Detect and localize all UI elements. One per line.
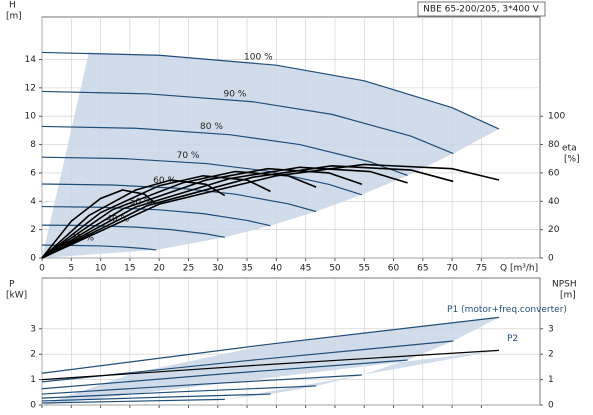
x-tick-label: 35 — [241, 264, 252, 274]
y-label: P — [9, 280, 15, 290]
x-tick-label: 0 — [39, 264, 45, 274]
curve-label: P2 — [507, 334, 518, 344]
curve — [41, 359, 408, 390]
curve — [41, 90, 454, 155]
curve — [41, 156, 363, 196]
y2-label: NPSH — [552, 280, 577, 290]
efficiency-curve — [41, 189, 157, 259]
y-tick-label: 14 — [25, 55, 37, 65]
x-tick-label: 60 — [388, 264, 400, 274]
x-tick-label: 70 — [446, 264, 458, 274]
y-tick-label: 8 — [30, 140, 36, 150]
x-tick-label: 40 — [271, 264, 283, 274]
curve-label: 80 % — [200, 122, 223, 132]
y2-tick-label: 100 — [548, 112, 565, 122]
efficiency-curve — [41, 167, 363, 259]
y-tick-label: 2 — [30, 350, 36, 360]
x-tick-label: 15 — [124, 264, 135, 274]
y2-tick-label: 2 — [548, 350, 554, 360]
x-tick-label: 25 — [183, 264, 194, 274]
y2-tick-label: 40 — [548, 197, 560, 207]
efficiency-curve — [41, 170, 317, 259]
y-tick-label: 3 — [30, 324, 36, 334]
y-unit: [kW] — [6, 291, 27, 301]
efficiency-curve — [41, 163, 500, 259]
y-tick-label: 2 — [30, 225, 36, 235]
curve — [41, 125, 408, 177]
y-tick-label: 4 — [30, 197, 36, 207]
x-tick-label: 10 — [95, 264, 107, 274]
curve-label: P1 (motor+freq.converter) — [447, 305, 567, 315]
x-tick-label: 75 — [476, 264, 487, 274]
curve — [41, 398, 225, 404]
x-tick-label: 50 — [329, 264, 341, 274]
curve — [41, 385, 317, 399]
y-tick-label: 0 — [30, 254, 36, 264]
curve-label: 100 % — [244, 53, 273, 63]
y-label: H — [9, 1, 16, 11]
y2-tick-label: 80 — [548, 140, 560, 150]
y2-tick-label: 0 — [548, 254, 554, 264]
x-tick-label: 5 — [68, 264, 74, 274]
y2-unit: [m] — [560, 291, 576, 301]
x-tick-label: 20 — [153, 264, 165, 274]
curve — [41, 51, 500, 130]
efficiency-curve — [41, 165, 454, 259]
x-label: Q [m³/h] — [500, 264, 538, 274]
y2-unit: [%] — [564, 155, 580, 165]
curve-label: 70 % — [177, 151, 200, 161]
y2-tick-label: 0 — [548, 401, 554, 411]
y-unit: [m] — [6, 12, 22, 22]
y2-tick-label: 60 — [548, 168, 560, 178]
y-tick-label: 0 — [30, 401, 36, 411]
x-tick-label: 65 — [417, 264, 428, 274]
curve — [41, 224, 225, 238]
curve — [41, 374, 362, 395]
x-tick-label: 55 — [359, 264, 370, 274]
y-tick-label: 12 — [25, 83, 36, 93]
efficiency-curve — [41, 179, 226, 259]
title-box — [417, 1, 546, 17]
x-tick-label: 30 — [212, 264, 224, 274]
efficiency-curve — [41, 166, 408, 259]
curve — [41, 205, 271, 227]
y2-tick-label: 20 — [548, 225, 560, 235]
chart-title: NBE 65-200/205, 3*400 V — [423, 5, 540, 15]
y2-tick-label: 1 — [548, 375, 554, 385]
curve-label: 90 % — [223, 89, 246, 99]
y-tick-label: 10 — [25, 112, 37, 122]
curve — [41, 349, 500, 381]
curve — [41, 316, 500, 374]
y-tick-label: 6 — [30, 168, 36, 178]
y2-tick-label: 3 — [548, 324, 554, 334]
x-tick-label: 45 — [300, 264, 311, 274]
curve — [41, 393, 271, 402]
y2-label: eta — [562, 144, 577, 154]
y-tick-label: 1 — [30, 375, 36, 385]
operating-range — [42, 317, 499, 405]
operating-range — [42, 52, 499, 258]
